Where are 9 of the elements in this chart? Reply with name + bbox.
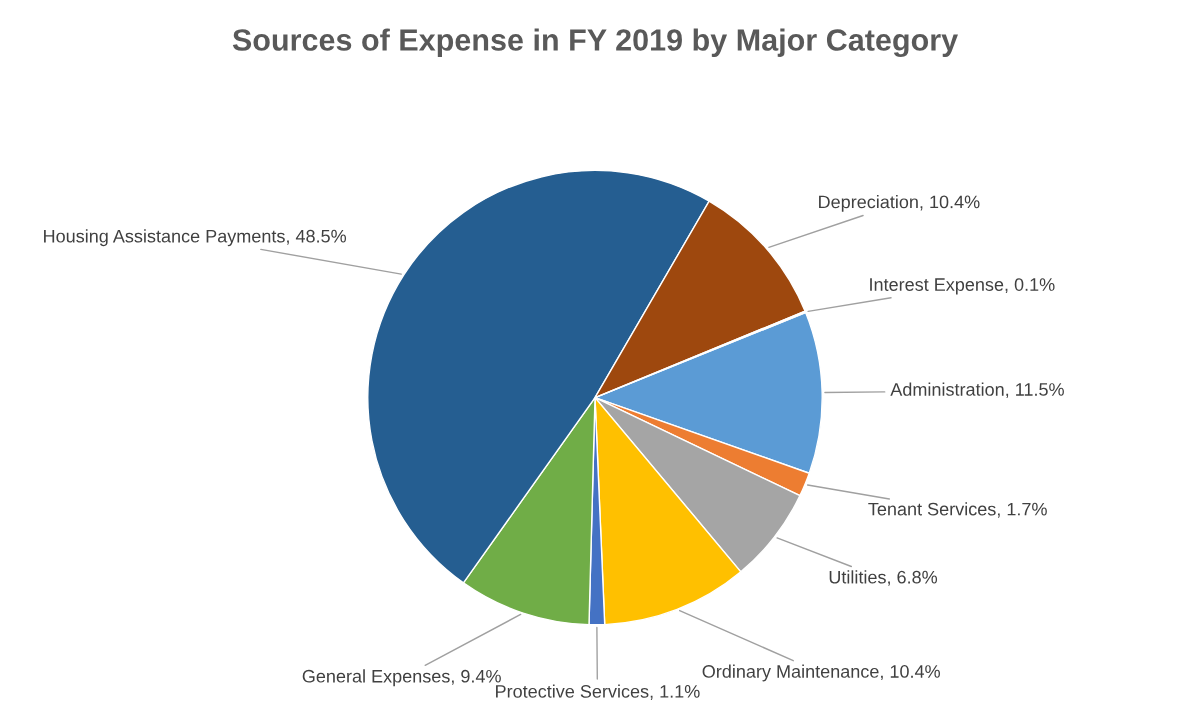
slice-label: Interest Expense, 0.1% bbox=[870, 278, 1055, 295]
slice-label: Housing Assistance Payments, 48.5% bbox=[44, 229, 347, 247]
chart-title: Sources of Expense in FY 2019 by Major Category bbox=[232, 28, 958, 58]
slice-label: Ordinary Maintenance, 10.4% bbox=[702, 664, 940, 682]
slice-label: Administration, 11.5% bbox=[890, 382, 1064, 398]
slice-label: Depreciation, 10.4% bbox=[819, 195, 980, 212]
slice-label: Utilities, 6.8% bbox=[829, 570, 938, 586]
slice-label: Protective Services, 1.1% bbox=[496, 684, 700, 700]
slice-label: Tenant Services, 1.7% bbox=[868, 502, 1047, 518]
